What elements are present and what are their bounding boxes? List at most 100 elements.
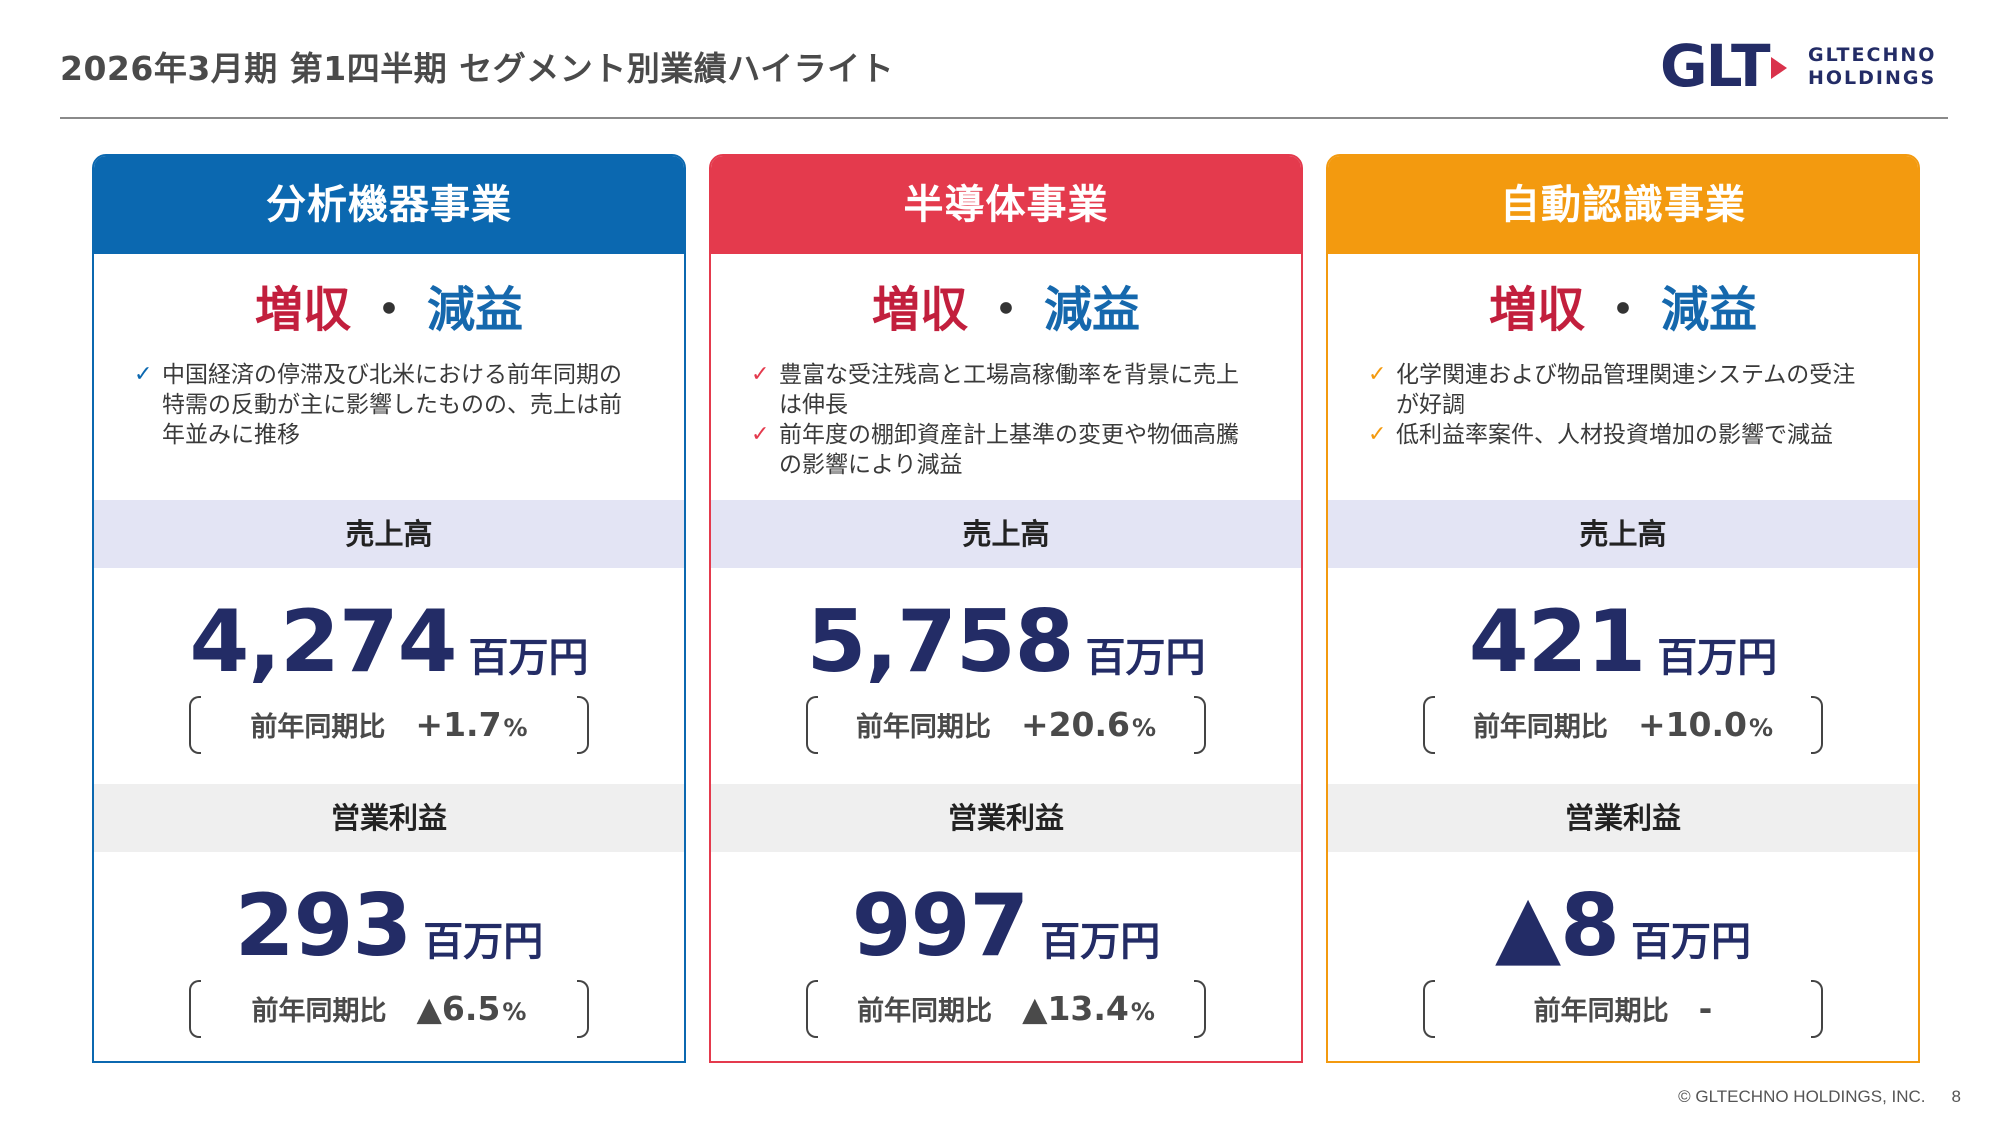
bracket-right	[1811, 696, 1823, 754]
verdict-separator: ・	[981, 282, 1030, 338]
bracket-right	[577, 980, 589, 1038]
bracket-right	[577, 696, 589, 754]
op-profit-figure: ▲8 百万円	[1328, 876, 1918, 976]
segment-card-analysis: 分析機器事業 増収・減益 ✓ 中国経済の停滞及び北米における前年同期の特需の反動が…	[92, 154, 686, 1063]
bracket-left	[806, 696, 818, 754]
yoy-label: 前年同期比	[1472, 712, 1608, 743]
sales-yoy: 前年同期比 +10.0%	[1423, 696, 1823, 754]
segment-notes: ✓ 中国経済の停滞及び北米における前年同期の特需の反動が主に影響したものの、売上は…	[94, 360, 684, 500]
checkmark-icon: ✓	[1368, 362, 1387, 387]
sales-yoy-value: +1.7	[415, 705, 502, 744]
footer: © GLTECHNO HOLDINGS, INC. 8	[1678, 1087, 1961, 1107]
segment-card-semiconductor: 半導体事業 増収・減益 ✓ 豊富な受注残高と工場高稼働率を背景に売上は伸長 ✓ 前年…	[709, 154, 1303, 1063]
bracket-left	[189, 696, 201, 754]
segment-verdict: 増収・減益	[1328, 280, 1918, 340]
sales-heading: 売上高	[1328, 500, 1918, 568]
percent-sign: %	[502, 998, 527, 1026]
sales-value: 421	[1468, 592, 1647, 692]
logo-line-1: GLTECHNO	[1808, 44, 1937, 66]
percent-sign: %	[1130, 998, 1155, 1026]
bracket-right	[1194, 980, 1206, 1038]
bracket-left	[1423, 980, 1435, 1038]
sales-heading: 売上高	[711, 500, 1301, 568]
op-profit-heading: 営業利益	[1328, 784, 1918, 852]
op-profit-yoy: 前年同期比 ▲13.4%	[806, 980, 1206, 1038]
yoy-label: 前年同期比	[250, 712, 386, 743]
segment-notes: ✓ 豊富な受注残高と工場高稼働率を背景に売上は伸長 ✓ 前年度の棚卸資産計上基準の変…	[711, 360, 1301, 500]
verdict-separator: ・	[1598, 282, 1647, 338]
percent-sign: %	[1132, 714, 1157, 742]
sales-yoy: 前年同期比 +1.7%	[189, 696, 589, 754]
note-item: ✓ 中国経済の停滞及び北米における前年同期の特需の反動が主に影響したものの、売上は…	[134, 360, 644, 450]
sales-heading: 売上高	[94, 500, 684, 568]
bracket-right	[1811, 980, 1823, 1038]
page-title: 2026年3月期 第1四半期 セグメント別業績ハイライト	[60, 49, 895, 88]
verdict-profit-down: 減益	[1661, 282, 1758, 338]
op-profit-value: ▲8	[1495, 876, 1620, 976]
checkmark-icon: ✓	[1368, 422, 1387, 447]
bracket-left	[806, 980, 818, 1038]
op-profit-heading: 営業利益	[711, 784, 1301, 852]
segment-notes: ✓ 化学関連および物品管理関連システムの受注が好調 ✓ 低利益率案件、人材投資増加の…	[1328, 360, 1918, 500]
sales-value: 4,274	[189, 592, 457, 692]
note-item: ✓ 前年度の棚卸資産計上基準の変更や物価高騰の影響により減益	[751, 420, 1261, 480]
sales-value: 5,758	[806, 592, 1074, 692]
sales-unit: 百万円	[1657, 635, 1778, 681]
yoy-label: 前年同期比	[855, 712, 991, 743]
checkmark-icon: ✓	[751, 422, 770, 447]
yoy-label: 前年同期比	[251, 996, 387, 1027]
op-profit-value: 293	[234, 876, 413, 976]
percent-sign: %	[503, 714, 528, 742]
percent-sign: %	[1749, 714, 1774, 742]
yoy-label: 前年同期比	[857, 996, 993, 1027]
sales-yoy-value: +20.6	[1020, 705, 1131, 744]
note-text: 中国経済の停滞及び北米における前年同期の特需の反動が主に影響したものの、売上は前…	[162, 362, 622, 448]
op-profit-yoy: 前年同期比 -	[1423, 980, 1823, 1038]
op-profit-figure: 997 百万円	[711, 876, 1301, 976]
verdict-separator: ・	[364, 282, 413, 338]
copyright-text: © GLTECHNO HOLDINGS, INC.	[1678, 1087, 1926, 1106]
verdict-profit-down: 減益	[1044, 282, 1141, 338]
op-profit-yoy-value: -	[1698, 989, 1713, 1028]
logo-mark-text: GLT	[1660, 32, 1771, 100]
note-item: ✓ 化学関連および物品管理関連システムの受注が好調	[1368, 360, 1878, 420]
note-text: 低利益率案件、人材投資増加の影響で減益	[1396, 422, 1833, 448]
note-text: 豊富な受注残高と工場高稼働率を背景に売上は伸長	[779, 362, 1239, 418]
op-profit-heading: 営業利益	[94, 784, 684, 852]
sales-yoy: 前年同期比 +20.6%	[806, 696, 1206, 754]
op-profit-value: 997	[851, 876, 1030, 976]
bracket-right	[1194, 696, 1206, 754]
sales-figure: 421 百万円	[1328, 592, 1918, 692]
segment-card-auto-id: 自動認識事業 増収・減益 ✓ 化学関連および物品管理関連システムの受注が好調 ✓ 低…	[1326, 154, 1920, 1063]
logo-line-2: HOLDINGS	[1808, 67, 1937, 89]
company-logo: GLT GLTECHNO HOLDINGS	[1660, 36, 1960, 96]
verdict-revenue-up: 増収	[1488, 282, 1585, 338]
page-number: 8	[1951, 1087, 1961, 1106]
note-item: ✓ 低利益率案件、人材投資増加の影響で減益	[1368, 420, 1878, 450]
sales-unit: 百万円	[468, 635, 589, 681]
segment-title: 半導体事業	[711, 156, 1301, 254]
verdict-profit-down: 減益	[427, 282, 524, 338]
op-profit-unit: 百万円	[1630, 919, 1751, 965]
yoy-label: 前年同期比	[1533, 996, 1669, 1027]
bracket-left	[189, 980, 201, 1038]
op-profit-unit: 百万円	[423, 919, 544, 965]
header-divider	[60, 117, 1948, 119]
logo-mark: GLT	[1660, 36, 1787, 96]
sales-yoy-value: +10.0	[1637, 705, 1748, 744]
op-profit-yoy: 前年同期比 ▲6.5%	[189, 980, 589, 1038]
segment-title: 自動認識事業	[1328, 156, 1918, 254]
note-text: 化学関連および物品管理関連システムの受注が好調	[1396, 362, 1856, 418]
op-profit-figure: 293 百万円	[94, 876, 684, 976]
checkmark-icon: ✓	[751, 362, 770, 387]
bracket-left	[1423, 696, 1435, 754]
segment-verdict: 増収・減益	[94, 280, 684, 340]
op-profit-yoy-value: ▲13.4	[1022, 989, 1129, 1028]
logo-arrow-icon	[1770, 57, 1787, 79]
sales-figure: 4,274 百万円	[94, 592, 684, 692]
segment-verdict: 増収・減益	[711, 280, 1301, 340]
segment-title: 分析機器事業	[94, 156, 684, 254]
note-item: ✓ 豊富な受注残高と工場高稼働率を背景に売上は伸長	[751, 360, 1261, 420]
logo-wordmark: GLTECHNO HOLDINGS	[1808, 44, 1936, 90]
checkmark-icon: ✓	[134, 362, 153, 387]
